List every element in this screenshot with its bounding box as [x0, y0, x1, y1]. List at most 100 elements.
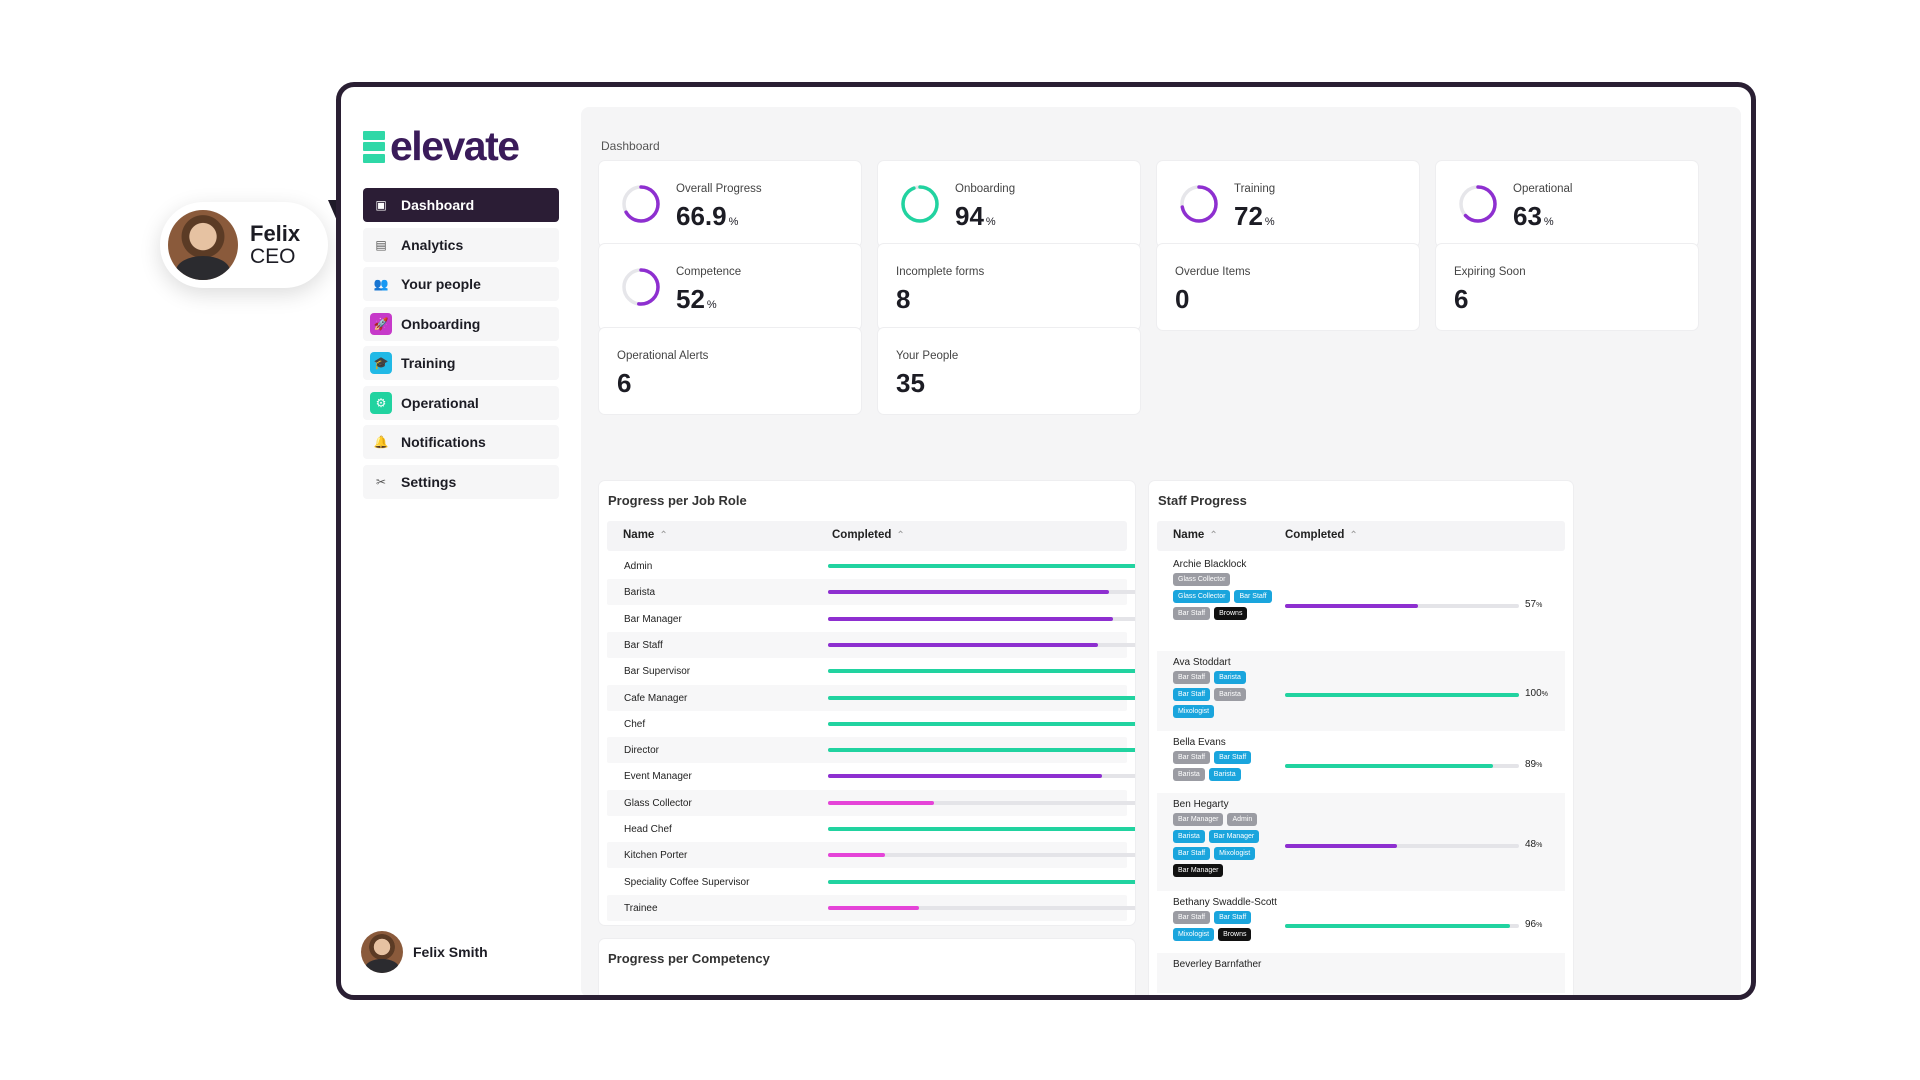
role-tag[interactable]: Bar Staff — [1173, 911, 1211, 924]
stat-unit: % — [706, 299, 717, 311]
progress-bar-fill — [1285, 844, 1398, 848]
stat-value: 72% — [1234, 201, 1275, 232]
role-tag[interactable]: Mixologist — [1173, 928, 1215, 941]
role-tag[interactable]: Barista — [1173, 768, 1205, 781]
sort-icon[interactable]: ⌃ — [659, 530, 668, 541]
staff-row[interactable]: Bethany Swaddle-Scott Bar Staff Bar Staff M… — [1157, 891, 1565, 953]
col-name-header[interactable]: Name ⌃ — [1173, 529, 1218, 541]
stat-card-competence[interactable]: Competence 52% — [599, 244, 861, 330]
stat-value: 94% — [955, 201, 996, 232]
stat-card-expiring-soon[interactable]: Expiring Soon 6 — [1436, 244, 1698, 330]
stat-card-training[interactable]: Training 72% — [1157, 161, 1419, 247]
table-row[interactable]: Kitchen Porter15% — [607, 842, 1135, 869]
staff-name: Ava Stoddart — [1173, 657, 1231, 668]
table-row[interactable]: Event Manager72% — [607, 763, 1135, 789]
table-row[interactable]: Bar Supervisor100% — [607, 658, 1135, 684]
stat-card-overall-progress[interactable]: Overall Progress 66.9% — [599, 161, 861, 247]
sidebar-item-analytics[interactable]: ▤ Analytics — [363, 227, 559, 262]
role-tag[interactable]: Bar Staff — [1214, 751, 1252, 764]
progress-bar-fill — [1285, 693, 1519, 697]
graduation-cap-icon: 🎓 — [370, 352, 392, 374]
staff-row[interactable]: Beverley Barnfather — [1157, 953, 1565, 993]
table-row[interactable]: Cafe Manager95% — [607, 684, 1135, 711]
staff-name: Bethany Swaddle-Scott — [1173, 897, 1277, 908]
role-tag[interactable]: Glass Collector — [1173, 590, 1231, 603]
progress-bar-fill — [1285, 764, 1494, 768]
progress-bar — [1285, 844, 1519, 848]
role-tag[interactable]: Browns — [1218, 928, 1252, 941]
role-tag[interactable]: Bar Manager — [1173, 864, 1224, 877]
stat-card-incomplete-forms[interactable]: Incomplete forms 8 — [878, 244, 1140, 330]
stat-title: Competence — [676, 266, 742, 278]
role-tag[interactable]: Bar Manager — [1208, 830, 1260, 843]
sidebar-user[interactable]: Felix Smith — [361, 931, 488, 973]
stat-number: 35 — [896, 368, 925, 398]
table-row[interactable]: Director99% — [607, 737, 1135, 764]
stat-card-onboarding[interactable]: Onboarding 94% — [878, 161, 1140, 247]
table-row[interactable]: Bar Manager75% — [607, 606, 1135, 632]
stat-card-operational-alerts[interactable]: Operational Alerts 6 — [599, 328, 861, 414]
role-tag[interactable]: Barista — [1208, 768, 1241, 781]
table-row[interactable]: Chef96% — [607, 711, 1135, 737]
table-row[interactable]: Head Chef92% — [607, 816, 1135, 842]
stat-title: Operational — [1513, 183, 1573, 195]
progress-value: 89% — [1525, 759, 1542, 770]
progress-number: 57 — [1525, 599, 1537, 610]
role-tag[interactable]: Admin — [1227, 813, 1258, 826]
staff-name: Bella Evans — [1173, 737, 1226, 748]
progress-ring — [901, 185, 939, 223]
sidebar-item-settings[interactable]: ✂ Settings — [363, 464, 559, 499]
role-tag[interactable]: Barista — [1214, 688, 1246, 701]
role-tag[interactable]: Bar Staff — [1173, 751, 1211, 764]
role-tag[interactable]: Bar Staff — [1173, 688, 1211, 701]
role-tag[interactable]: Barista — [1214, 671, 1246, 684]
sidebar-item-notifications[interactable]: 🔔 Notifications — [363, 425, 559, 459]
sidebar-item-your-people[interactable]: 👥 Your people — [363, 267, 559, 301]
role-tag[interactable]: Bar Manager — [1173, 813, 1224, 826]
table-row[interactable]: Admin81% — [607, 553, 1135, 579]
col-completed-header[interactable]: Completed ⌃ — [1285, 529, 1358, 541]
sidebar-item-dashboard[interactable]: ▣ Dashboard — [363, 188, 559, 222]
role-name: Bar Supervisor — [624, 666, 691, 678]
table-row[interactable]: Trainee24% — [607, 894, 1135, 921]
breadcrumb[interactable]: Dashboard — [601, 139, 660, 153]
stat-card-your-people[interactable]: Your People 35 — [878, 328, 1140, 414]
role-tag[interactable]: Glass Collector — [1173, 573, 1231, 586]
table-row[interactable]: Barista74% — [607, 579, 1135, 606]
role-tag[interactable]: Bar Staff — [1214, 911, 1252, 924]
role-tag[interactable]: Bar Staff — [1173, 847, 1211, 860]
role-tag[interactable]: Barista — [1173, 830, 1205, 843]
role-tag[interactable]: Mixologist — [1214, 847, 1256, 860]
sort-icon[interactable]: ⌃ — [1209, 530, 1218, 541]
sidebar-nav: ▣ Dashboard ▤ Analytics 👥 Your people 🚀 Onboard… — [363, 188, 559, 504]
staff-row[interactable]: Bella Evans Bar Staff Bar Staff Barista Bari… — [1157, 731, 1565, 793]
sidebar-item-onboarding[interactable]: 🚀 Onboarding — [363, 306, 559, 341]
role-tag[interactable]: Bar Staff — [1234, 590, 1272, 603]
avatar — [361, 931, 403, 973]
stat-card-overdue-items[interactable]: Overdue Items 0 — [1157, 244, 1419, 330]
role-tag[interactable]: Mixologist — [1173, 705, 1215, 718]
role-tag[interactable]: Browns — [1214, 607, 1248, 620]
col-name-header[interactable]: Name ⌃ — [623, 529, 668, 541]
sort-icon[interactable]: ⌃ — [896, 530, 905, 541]
role-tag[interactable]: Bar Staff — [1173, 607, 1211, 620]
avatar — [168, 210, 238, 280]
staff-row[interactable]: Ben Hegarty Bar Manager Admin Barista Bar Ma… — [1157, 793, 1565, 891]
sidebar-item-training[interactable]: 🎓 Training — [363, 346, 559, 380]
col-completed-header[interactable]: Completed ⌃ — [832, 529, 905, 541]
progress-unit: % — [1536, 922, 1543, 929]
table-row[interactable]: Speciality Coffee Supervisor96% — [607, 869, 1135, 895]
stat-card-operational[interactable]: Operational 63% — [1436, 161, 1698, 247]
bell-icon: 🔔 — [373, 435, 389, 449]
table-row[interactable]: Bar Staff71% — [607, 631, 1135, 658]
logo[interactable]: elevate — [363, 123, 520, 170]
progress-ring-fill — [901, 185, 939, 223]
progress-bar-fill — [828, 642, 1098, 647]
sidebar-item-operational[interactable]: ⚙ Operational — [363, 385, 559, 420]
stat-value: 8 — [896, 284, 910, 315]
staff-row[interactable]: Archie Blacklock Glass Collector Glass Col… — [1157, 553, 1565, 651]
sort-icon[interactable]: ⌃ — [1349, 530, 1358, 541]
table-row[interactable]: Glass Collector28% — [607, 789, 1135, 816]
staff-row[interactable]: Ava Stoddart Bar Staff Barista Bar Staff Bar… — [1157, 651, 1565, 731]
role-tag[interactable]: Bar Staff — [1173, 671, 1211, 684]
